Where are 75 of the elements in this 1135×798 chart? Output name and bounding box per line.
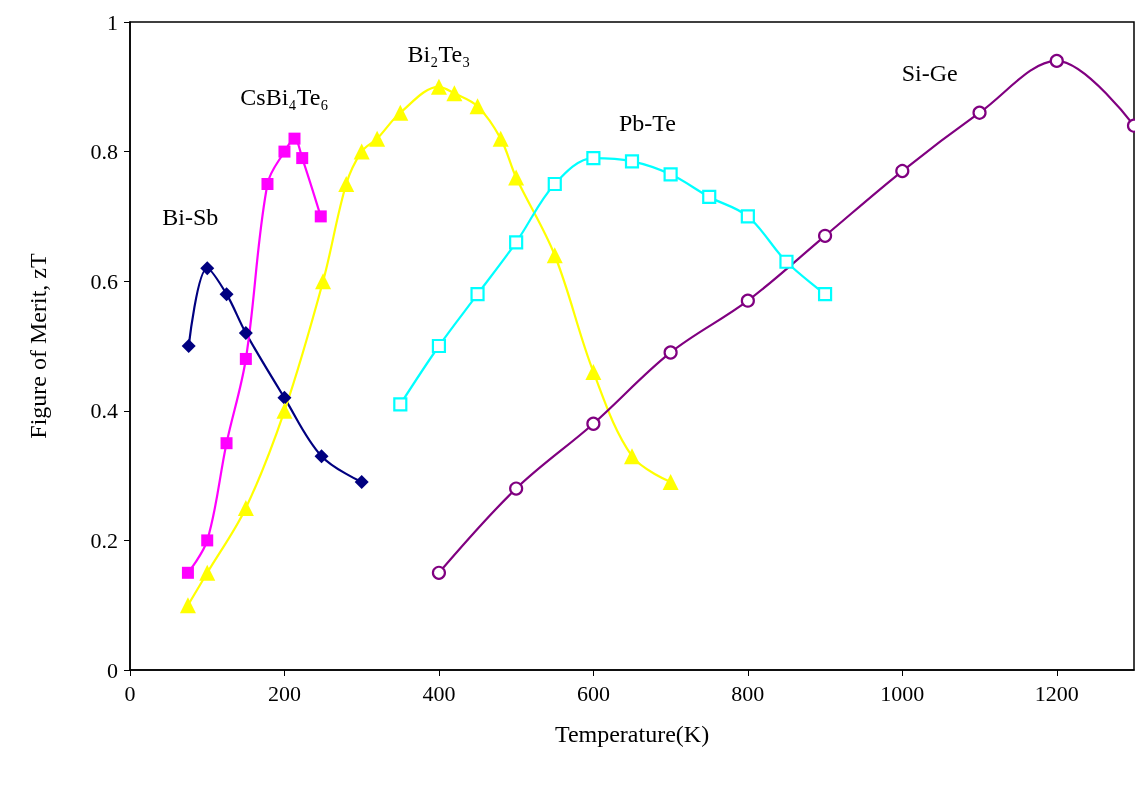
point: [624, 448, 640, 465]
point: [296, 152, 309, 165]
point: [470, 287, 485, 302]
point: [779, 254, 794, 269]
x-axis-title: Temperature(K): [554, 721, 710, 747]
point: [199, 564, 216, 581]
y-axis-title: Figure of Merit, zT: [25, 253, 51, 439]
point: [585, 363, 602, 380]
x-tick-label: 800: [731, 680, 765, 706]
series-label: Bi-Sb: [162, 204, 219, 231]
point: [277, 390, 292, 405]
point: [972, 105, 987, 120]
point: [1049, 53, 1064, 68]
point: [446, 85, 463, 102]
point: [200, 261, 215, 276]
point: [181, 566, 194, 579]
point: [353, 143, 370, 160]
point: [508, 169, 525, 186]
point: [354, 475, 369, 490]
x-tick-label: 200: [267, 680, 301, 706]
y-tick-label: 0.6: [90, 268, 118, 294]
point: [179, 597, 196, 614]
point: [238, 326, 253, 341]
point: [740, 293, 755, 308]
point: [393, 397, 408, 412]
point: [740, 209, 755, 224]
y-tick-label: 0.4: [90, 398, 118, 424]
x-tick-label: 0: [124, 680, 136, 706]
point: [663, 345, 678, 360]
series-label: Bi₂Te₃: [407, 40, 471, 67]
point: [288, 132, 301, 145]
x-tick-label: 1000: [880, 680, 925, 706]
point: [181, 339, 196, 353]
y-tick-label: 0: [107, 657, 118, 683]
series-label: Si-Ge: [901, 59, 958, 86]
point: [509, 235, 524, 250]
point: [237, 500, 254, 516]
point: [431, 565, 447, 580]
y-tick-label: 1: [107, 9, 118, 35]
point: [220, 437, 233, 450]
point: [509, 481, 524, 496]
point: [702, 189, 717, 205]
point: [662, 474, 679, 491]
y-tick-label: 0.8: [90, 139, 118, 165]
point: [201, 534, 214, 547]
point: [392, 104, 409, 121]
point: [315, 273, 332, 290]
point: [431, 338, 447, 354]
y-tick-label: 0.2: [90, 527, 118, 553]
point: [261, 178, 274, 190]
point: [817, 228, 833, 243]
point: [469, 98, 486, 115]
series-label: Pb-Te: [618, 110, 676, 137]
point: [278, 145, 291, 158]
x-tick-label: 600: [576, 680, 610, 706]
point: [586, 416, 601, 431]
x-tick-label: 1200: [1034, 680, 1079, 706]
point: [276, 402, 293, 419]
point: [338, 176, 355, 192]
point: [314, 210, 327, 223]
point: [624, 154, 640, 169]
point: [314, 449, 329, 464]
point: [546, 247, 563, 264]
point: [895, 163, 910, 179]
point: [369, 130, 386, 147]
point: [817, 287, 833, 302]
point: [586, 150, 601, 166]
series-label: CsBi₄Te₆: [240, 83, 329, 110]
point: [492, 130, 509, 147]
point: [663, 167, 678, 182]
point: [239, 352, 252, 365]
point: [430, 78, 447, 95]
point: [219, 287, 234, 302]
point: [547, 176, 562, 192]
x-tick-label: 400: [422, 680, 456, 706]
